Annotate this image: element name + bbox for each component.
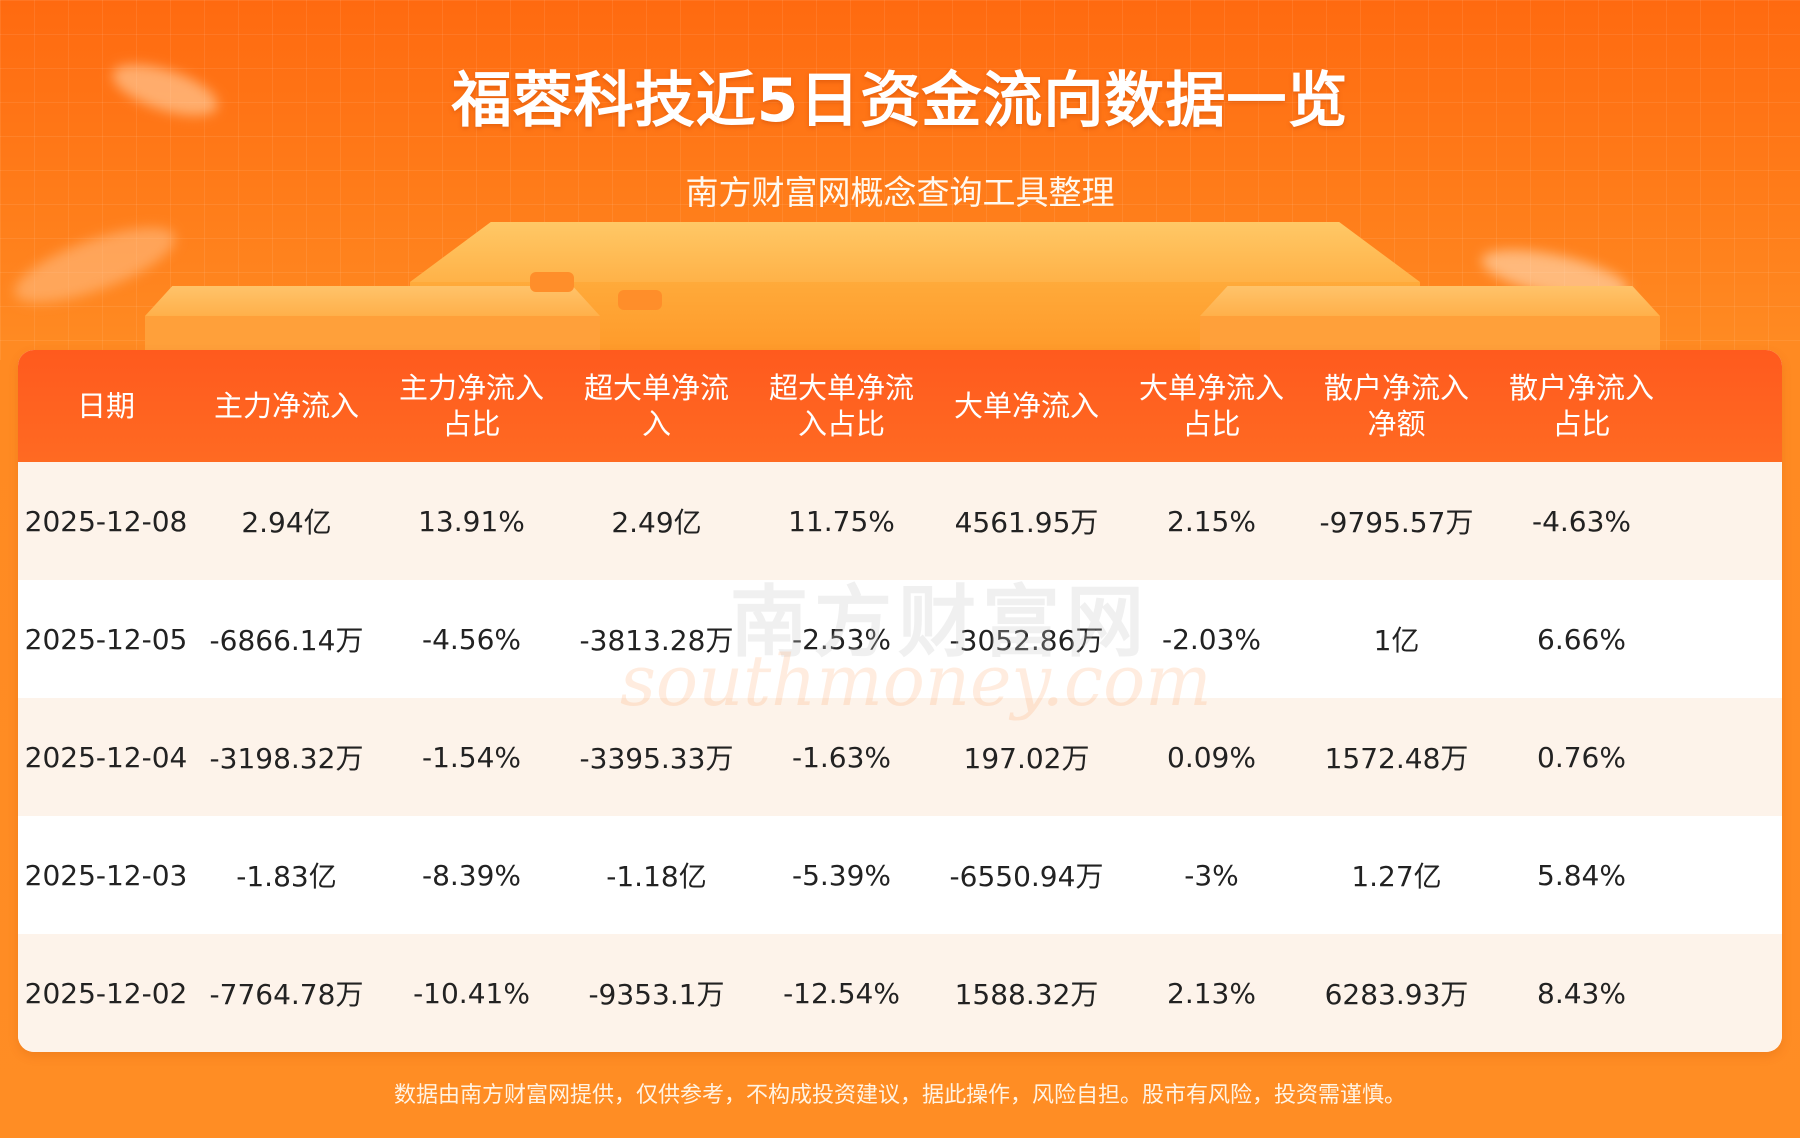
date-cell: 2025-12-08 — [24, 504, 188, 538]
table-cell: -12.54% — [783, 976, 900, 1010]
column-header-label: 超大单净流 入占比 — [768, 371, 914, 441]
column-header: 超大单净流 入占比 — [749, 350, 934, 462]
table-cell: 2.94亿 — [241, 506, 332, 539]
table-cell: -10.41% — [413, 976, 530, 1010]
table-cell: -4.63% — [1531, 504, 1632, 538]
page-title: 福蓉科技近5日资金流向数据一览 — [451, 66, 1349, 136]
table-cell: 8.43% — [1537, 976, 1626, 1010]
table-cell: -1.54% — [421, 740, 522, 774]
table-header: 日期 主力净流入 主力净流入 占比 超大单净流 入超大单净流 入占比 大单净流入 大单净流… — [18, 350, 1782, 462]
table-cell: 0.76% — [1537, 740, 1626, 774]
table-cell: 0.09% — [1167, 740, 1256, 774]
table-cell: 1572.48万 — [1324, 742, 1469, 775]
table-cell: -9353.1万 — [588, 978, 725, 1011]
footer-disclaimer: 数据由南方财富网提供，仅供参考，不构成投资建议，据此操作，风险自担。股市有风险，… — [393, 1083, 1406, 1108]
table-cell: 2.15% — [1167, 504, 1256, 538]
column-header: 散户净流入 净额 — [1304, 350, 1489, 462]
column-header: 超大单净流 入 — [564, 350, 749, 462]
table-cell: -1.18亿 — [606, 860, 707, 893]
column-header: 大单净流入 — [934, 350, 1119, 462]
table-cell: -2.53% — [791, 622, 892, 656]
date-cell: 2025-12-05 — [24, 622, 188, 656]
column-header: 散户净流入 占比 — [1489, 350, 1674, 462]
table-cell: -2.03% — [1161, 622, 1262, 656]
table-cell: 2.13% — [1167, 976, 1256, 1010]
table-cell: -3395.33万 — [579, 742, 734, 775]
table-cell: -3813.28万 — [579, 624, 734, 657]
table-cell: -3% — [1184, 858, 1239, 892]
decorative-chip — [530, 272, 574, 292]
table-cell: 5.84% — [1537, 858, 1626, 892]
column-header-label: 散户净流入 占比 — [1508, 371, 1654, 441]
decorative-podium — [410, 222, 1420, 282]
table-cell: -6866.14万 — [209, 624, 364, 657]
table-cell: -7764.78万 — [209, 978, 364, 1011]
table-cell: 197.02万 — [963, 742, 1090, 775]
table-row: 2025-12-04 -3198.32万 -1.54% -3395.33万 -1.63%… — [18, 698, 1782, 816]
table-cell: -3052.86万 — [949, 624, 1104, 657]
table-cell: 11.75% — [788, 504, 895, 538]
date-cell: 2025-12-02 — [24, 976, 188, 1010]
table-cell: -1.63% — [791, 740, 892, 774]
column-header: 主力净流入 占比 — [379, 350, 564, 462]
column-header-label: 日期 — [76, 389, 135, 423]
table-row: 2025-12-05 -6866.14万 -4.56% -3813.28万 -2.53%… — [18, 580, 1782, 698]
table-cell: 6.66% — [1537, 622, 1626, 656]
table-cell: -3198.32万 — [209, 742, 364, 775]
column-header: 日期 — [18, 350, 194, 462]
table-cell: 1亿 — [1373, 624, 1420, 657]
table-row: 2025-12-08 2.94亿 13.91% 2.49亿 11.75% 4561.95万… — [18, 462, 1782, 580]
page-subtitle: 南方财富网概念查询工具整理 — [685, 173, 1115, 212]
column-header-label: 大单净流入 — [953, 389, 1099, 423]
table-cell: -8.39% — [421, 858, 522, 892]
date-cell: 2025-12-03 — [24, 858, 188, 892]
decorative-chip — [618, 290, 662, 310]
table-cell: -1.83亿 — [236, 860, 337, 893]
data-table-card: 日期 主力净流入 主力净流入 占比 超大单净流 入超大单净流 入占比 大单净流入 大单净流… — [18, 350, 1782, 1052]
column-header: 大单净流入 占比 — [1119, 350, 1304, 462]
table-cell: -4.56% — [421, 622, 522, 656]
column-header-label: 主力净流入 — [213, 389, 359, 423]
table-cell: 1588.32万 — [954, 978, 1099, 1011]
table-cell: -9795.57万 — [1319, 506, 1474, 539]
table-cell: 1.27亿 — [1351, 860, 1442, 893]
column-header-label: 大单净流入 占比 — [1138, 371, 1284, 441]
table-cell: 13.91% — [418, 504, 525, 538]
table-row: 2025-12-02 -7764.78万 -10.41% -9353.1万 -12.54… — [18, 934, 1782, 1052]
column-header-label: 主力净流入 占比 — [398, 371, 544, 441]
decorative-podium — [1200, 316, 1660, 356]
decorative-podium — [145, 316, 600, 356]
decorative-podium — [1200, 286, 1660, 316]
table-cell: 6283.93万 — [1324, 978, 1469, 1011]
table-cell: 4561.95万 — [954, 506, 1099, 539]
column-header-label: 超大单净流 入 — [583, 371, 729, 441]
table-cell: 2.49亿 — [611, 506, 702, 539]
date-cell: 2025-12-04 — [24, 740, 188, 774]
decorative-podium — [145, 286, 600, 316]
table-row: 2025-12-03 -1.83亿 -8.39% -1.18亿 -5.39% -6550.… — [18, 816, 1782, 934]
table-body: 2025-12-08 2.94亿 13.91% 2.49亿 11.75% 4561.95万… — [18, 462, 1782, 1052]
table-cell: -5.39% — [791, 858, 892, 892]
column-header-label: 散户净流入 净额 — [1323, 371, 1469, 441]
column-header: 主力净流入 — [194, 350, 379, 462]
table-cell: -6550.94万 — [949, 860, 1104, 893]
